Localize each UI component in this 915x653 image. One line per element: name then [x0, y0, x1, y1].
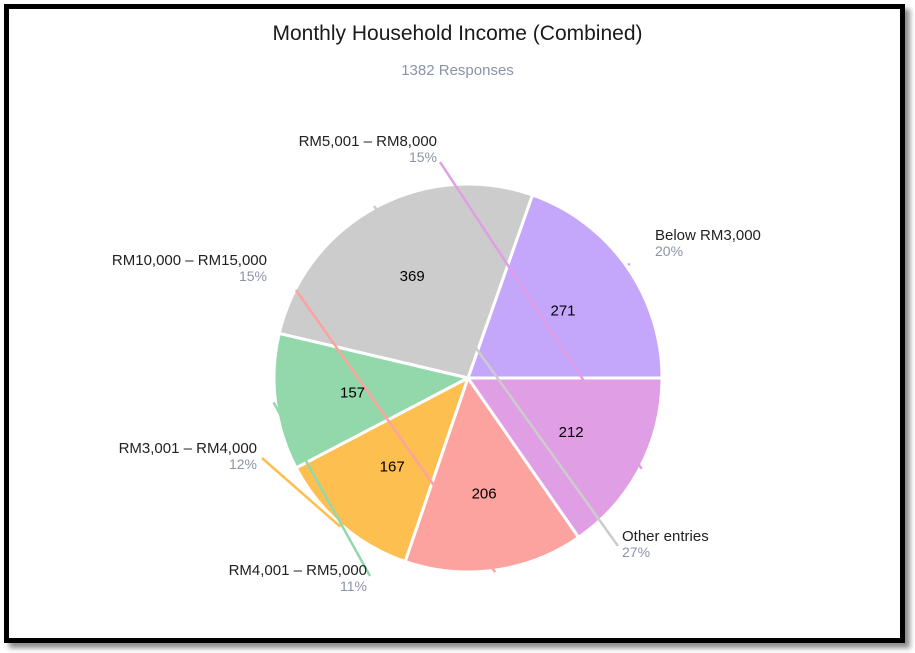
slice-percent-label: 27%: [622, 544, 650, 560]
slice-value-label: 369: [400, 268, 425, 285]
slice-value-label: 157: [340, 385, 365, 402]
slice-category-label: Below RM3,000: [655, 227, 761, 244]
slice-category-label: Other entries: [622, 528, 709, 545]
slice-value-label: 167: [380, 458, 405, 475]
leader-line: [372, 205, 620, 547]
slice-category-label: RM4,001 – RM5,000: [229, 562, 367, 579]
slice-value-label: 206: [472, 485, 497, 502]
chart-subtitle: 1382 Responses: [401, 62, 514, 79]
slice-value-label: 212: [559, 424, 584, 441]
slice-category-label: RM10,000 – RM15,000: [112, 252, 267, 269]
slice-category-label: RM5,001 – RM8,000: [299, 133, 437, 150]
leader-line: [272, 401, 372, 577]
leader-line: [261, 457, 342, 528]
leader-line: [627, 262, 631, 266]
slice-percent-label: 15%: [239, 268, 267, 284]
leader-line: [438, 161, 643, 470]
slice-percent-label: 12%: [229, 456, 257, 472]
slice-percent-label: 15%: [409, 149, 437, 165]
slice-value-label: 271: [550, 303, 575, 320]
pie-slice[interactable]: [272, 331, 473, 470]
leader-line: [294, 289, 497, 573]
slice-percent-label: 11%: [340, 578, 367, 594]
slice-percent-label: 20%: [655, 243, 683, 259]
slice-category-label: RM3,001 – RM4,000: [119, 440, 257, 457]
chart-title: Monthly Household Income (Combined): [272, 22, 643, 45]
